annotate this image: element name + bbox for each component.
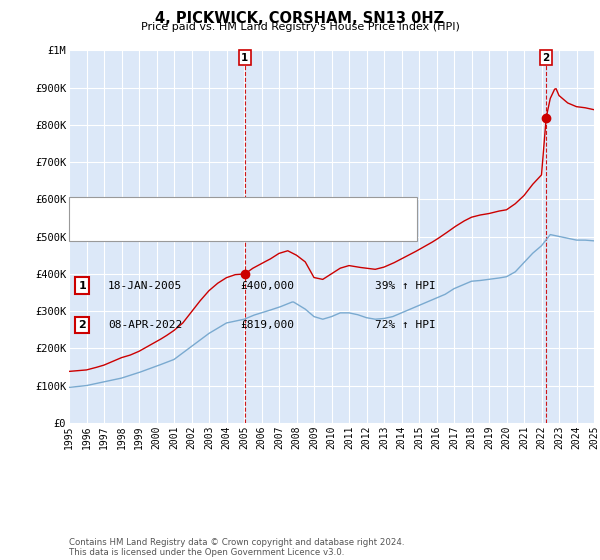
Text: 2: 2 bbox=[79, 320, 86, 330]
Text: 39% ↑ HPI: 39% ↑ HPI bbox=[375, 281, 436, 291]
Text: 2: 2 bbox=[542, 53, 550, 63]
Text: 1: 1 bbox=[241, 53, 248, 63]
Text: 72% ↑ HPI: 72% ↑ HPI bbox=[375, 320, 436, 330]
Text: Contains HM Land Registry data © Crown copyright and database right 2024.
This d: Contains HM Land Registry data © Crown c… bbox=[69, 538, 404, 557]
Text: HPI: Average price, detached house, Wiltshire: HPI: Average price, detached house, Wilt… bbox=[95, 223, 334, 234]
Text: 1: 1 bbox=[79, 281, 86, 291]
Text: £400,000: £400,000 bbox=[240, 281, 294, 291]
Text: Price paid vs. HM Land Registry's House Price Index (HPI): Price paid vs. HM Land Registry's House … bbox=[140, 22, 460, 32]
Text: 4, PICKWICK, CORSHAM, SN13 0HZ (detached house): 4, PICKWICK, CORSHAM, SN13 0HZ (detached… bbox=[95, 204, 372, 214]
Text: 18-JAN-2005: 18-JAN-2005 bbox=[108, 281, 182, 291]
Text: 08-APR-2022: 08-APR-2022 bbox=[108, 320, 182, 330]
Text: £819,000: £819,000 bbox=[240, 320, 294, 330]
Text: 4, PICKWICK, CORSHAM, SN13 0HZ: 4, PICKWICK, CORSHAM, SN13 0HZ bbox=[155, 11, 445, 26]
